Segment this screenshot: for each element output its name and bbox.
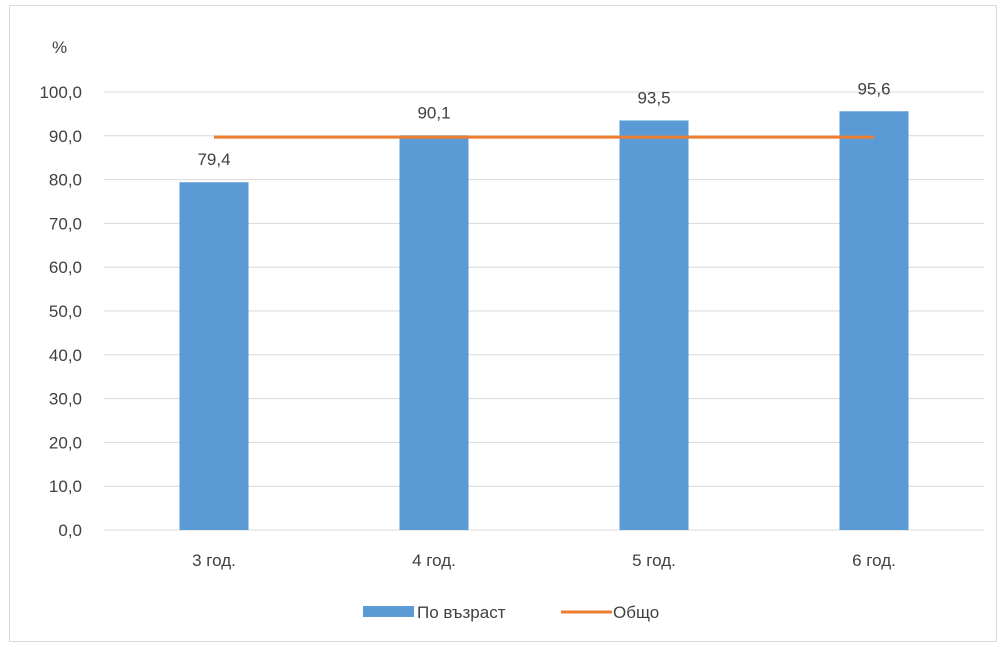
y-tick-label: 100,0 [39, 83, 82, 102]
y-axis-unit-label: % [52, 38, 67, 57]
y-tick-label: 60,0 [49, 258, 82, 277]
x-tick-label: 4 год. [412, 551, 456, 570]
x-tick-label: 6 год. [852, 551, 896, 570]
y-tick-label: 70,0 [49, 214, 82, 233]
x-tick-label: 5 год. [632, 551, 676, 570]
y-tick-label: 50,0 [49, 302, 82, 321]
x-tick-label: 3 год. [192, 551, 236, 570]
y-tick-label: 10,0 [49, 477, 82, 496]
bar [179, 182, 249, 530]
y-axis-tick-labels: 0,0 10,0 20,0 30,0 40,0 50,0 60,0 70,0 80,0 90,0 1… [39, 83, 82, 540]
bar [399, 135, 469, 530]
y-tick-label: 90,0 [49, 127, 82, 146]
bar [619, 120, 689, 530]
bar-data-label: 95,6 [857, 79, 890, 98]
legend: По възраст Общо [363, 603, 659, 622]
bar-data-label: 90,1 [417, 103, 450, 122]
bar-data-label: 93,5 [637, 88, 670, 107]
y-tick-label: 0,0 [58, 521, 82, 540]
y-tick-label: 30,0 [49, 390, 82, 409]
data-labels: 79,4 90,1 93,5 95,6 [197, 79, 890, 169]
bar [839, 111, 909, 530]
bar-series [179, 111, 909, 530]
legend-label-bar: По възраст [417, 603, 506, 622]
x-axis-tick-labels: 3 год. 4 год. 5 год. 6 год. [192, 551, 896, 570]
y-tick-label: 20,0 [49, 433, 82, 452]
bar-data-label: 79,4 [197, 150, 230, 169]
legend-label-line: Общо [613, 603, 659, 622]
y-tick-label: 80,0 [49, 171, 82, 190]
y-tick-label: 40,0 [49, 346, 82, 365]
legend-swatch-bar [363, 606, 414, 617]
chart-frame [9, 5, 997, 642]
